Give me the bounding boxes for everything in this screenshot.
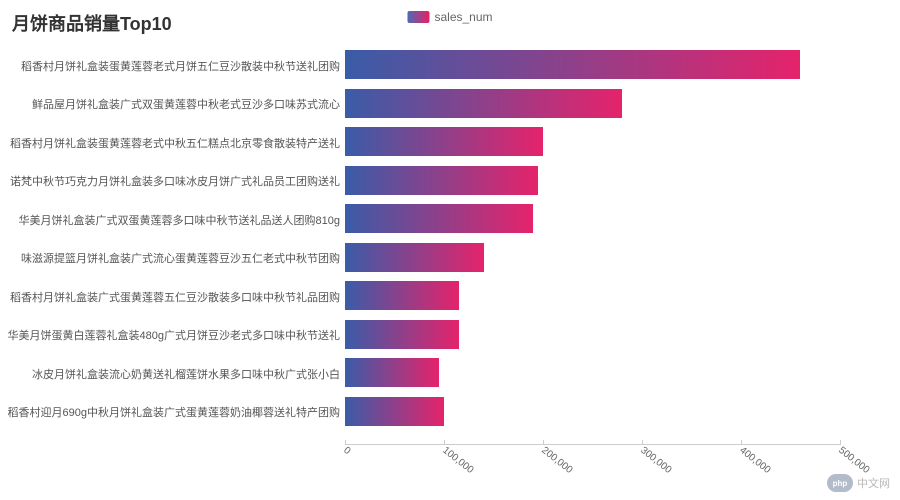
bar[interactable] — [345, 358, 439, 387]
bar[interactable] — [345, 243, 484, 272]
bar[interactable] — [345, 127, 543, 156]
bar-row — [345, 204, 840, 233]
y-axis-label: 味滋源提篮月饼礼盒装广式流心蛋黄莲蓉豆沙五仁老式中秋节团购 — [21, 250, 340, 266]
bar-row — [345, 397, 840, 426]
bar[interactable] — [345, 204, 533, 233]
y-axis-label: 鲜品屋月饼礼盒装广式双蛋黄莲蓉中秋老式豆沙多口味苏式流心 — [32, 96, 340, 112]
bar-row — [345, 320, 840, 349]
bar[interactable] — [345, 166, 538, 195]
x-tick-label: 400,000 — [737, 445, 772, 476]
watermark-badge: php — [827, 474, 853, 492]
bar[interactable] — [345, 50, 800, 79]
bar-row — [345, 89, 840, 118]
bar-row — [345, 166, 840, 195]
y-axis-label: 冰皮月饼礼盒装流心奶黄送礼榴莲饼水果多口味中秋广式张小白 — [32, 366, 340, 382]
x-tick-label: 100,000 — [440, 445, 475, 476]
x-tick-label: 200,000 — [539, 445, 574, 476]
x-tick-line — [345, 440, 346, 445]
plot-area — [345, 50, 840, 445]
legend-label: sales_num — [434, 10, 492, 24]
x-tick-line — [444, 440, 445, 445]
chart-title: 月饼商品销量Top10 — [12, 10, 172, 36]
x-tick-line — [840, 440, 841, 445]
bar[interactable] — [345, 397, 444, 426]
y-axis-label: 稻香村月饼礼盒装蛋黄莲蓉老式月饼五仁豆沙散装中秋节送礼团购 — [21, 58, 340, 74]
watermark-text: 中文网 — [857, 475, 890, 491]
y-axis-label: 诺梵中秋节巧克力月饼礼盒装多口味冰皮月饼广式礼品员工团购送礼 — [10, 173, 340, 189]
bar-row — [345, 281, 840, 310]
x-tick-line — [642, 440, 643, 445]
x-tick-line — [543, 440, 544, 445]
legend: sales_num — [407, 10, 492, 24]
y-axis-label: 华美月饼蛋黄白莲蓉礼盒装480g广式月饼豆沙老式多口味中秋节送礼 — [8, 327, 340, 343]
watermark: php 中文网 — [827, 474, 890, 492]
bar[interactable] — [345, 281, 459, 310]
x-axis: 0100,000200,000300,000400,000500,000 — [345, 445, 840, 485]
bar[interactable] — [345, 89, 622, 118]
x-tick-label: 500,000 — [836, 445, 871, 476]
y-axis-label: 稻香村月饼礼盒装广式蛋黄莲蓉五仁豆沙散装多口味中秋节礼品团购 — [10, 289, 340, 305]
y-axis-label: 稻香村月饼礼盒装蛋黄莲蓉老式中秋五仁糕点北京零食散装特产送礼 — [10, 135, 340, 151]
y-axis-label: 稻香村迎月690g中秋月饼礼盒装广式蛋黄莲蓉奶油椰蓉送礼特产团购 — [8, 404, 340, 420]
x-tick-label: 0 — [341, 445, 352, 457]
bars-container — [345, 50, 840, 445]
x-tick-label: 300,000 — [638, 445, 673, 476]
bar-row — [345, 243, 840, 272]
legend-swatch — [407, 11, 429, 23]
bar-row — [345, 358, 840, 387]
bar-row — [345, 50, 840, 79]
x-tick-line — [741, 440, 742, 445]
bar[interactable] — [345, 320, 459, 349]
y-axis-label: 华美月饼礼盒装广式双蛋黄莲蓉多口味中秋节送礼品送人团购810g — [19, 212, 340, 228]
bar-row — [345, 127, 840, 156]
